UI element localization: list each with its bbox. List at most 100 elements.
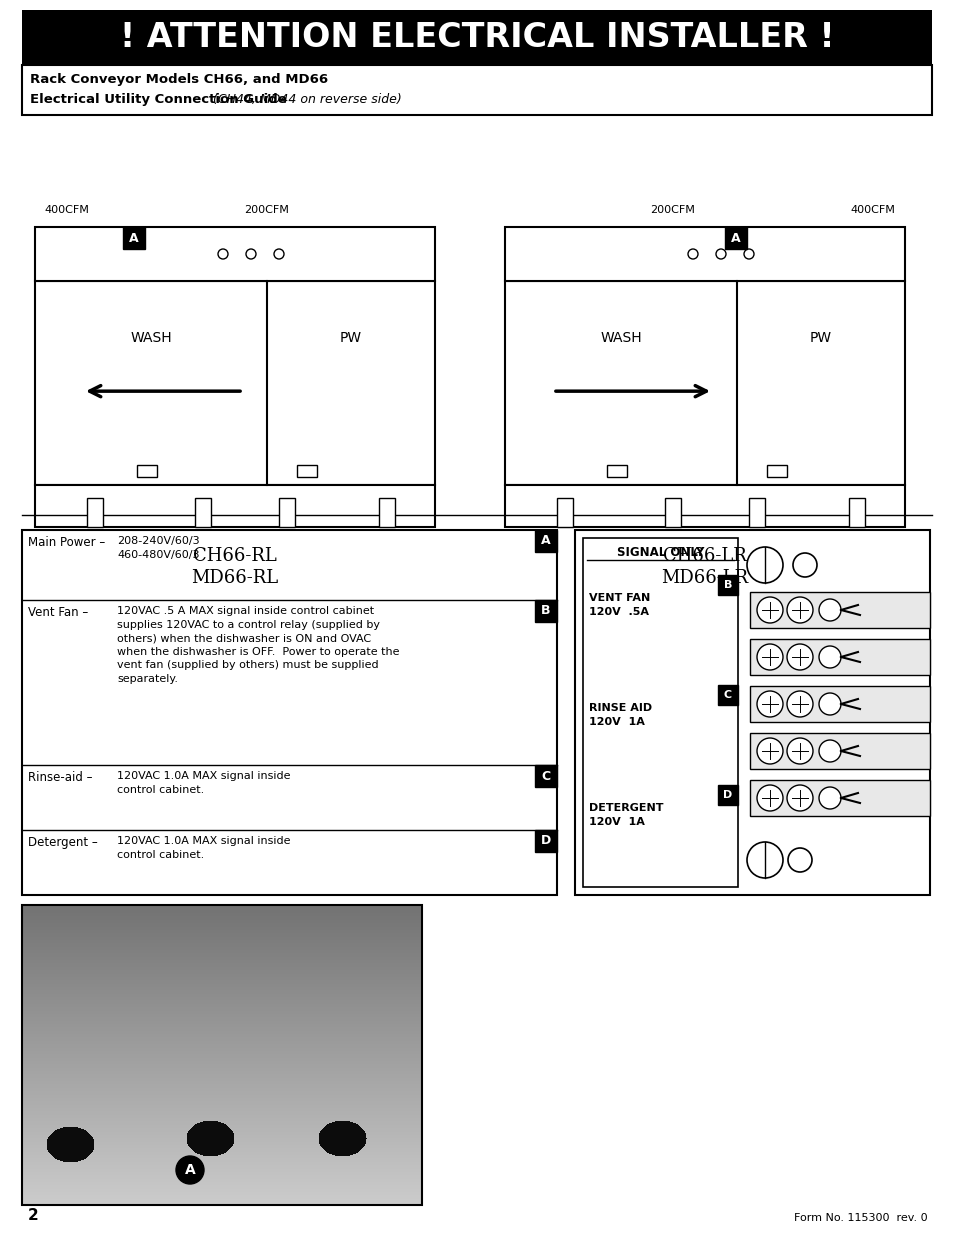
Circle shape <box>746 842 782 878</box>
Circle shape <box>743 249 753 259</box>
Bar <box>535 600 557 622</box>
Circle shape <box>757 692 782 718</box>
Text: 120V  1A: 120V 1A <box>588 818 644 827</box>
Circle shape <box>757 785 782 811</box>
Text: WASH: WASH <box>599 331 641 345</box>
Bar <box>535 764 557 787</box>
Text: C: C <box>541 769 550 783</box>
Text: VENT FAN: VENT FAN <box>588 593 650 603</box>
Text: A: A <box>185 1163 195 1177</box>
Circle shape <box>757 643 782 671</box>
Circle shape <box>757 597 782 622</box>
Text: A: A <box>540 535 550 547</box>
Text: Main Power –: Main Power – <box>28 536 105 550</box>
Text: RINSE AID: RINSE AID <box>588 703 652 713</box>
Text: A: A <box>129 231 139 245</box>
Bar <box>504 227 904 282</box>
Text: SIGNAL ONLY: SIGNAL ONLY <box>617 546 703 559</box>
Circle shape <box>716 249 725 259</box>
Circle shape <box>818 599 841 621</box>
Text: CH66-RL: CH66-RL <box>193 547 276 564</box>
Bar <box>766 466 786 477</box>
Bar <box>557 498 573 527</box>
Bar <box>35 485 435 527</box>
Text: PW: PW <box>809 331 831 345</box>
Circle shape <box>274 249 284 259</box>
Bar <box>848 498 864 527</box>
Text: 120VAC 1.0A MAX signal inside
control cabinet.: 120VAC 1.0A MAX signal inside control ca… <box>117 771 291 794</box>
Bar <box>87 498 103 527</box>
Bar <box>718 785 738 805</box>
Bar <box>378 498 395 527</box>
Bar <box>749 781 929 816</box>
Circle shape <box>786 692 812 718</box>
Bar <box>296 466 316 477</box>
Bar <box>137 466 157 477</box>
Text: D: D <box>722 790 732 800</box>
Text: Electrical Utility Connection Guide: Electrical Utility Connection Guide <box>30 93 287 106</box>
Bar <box>504 485 904 527</box>
Circle shape <box>792 553 816 577</box>
Circle shape <box>246 249 255 259</box>
Bar <box>504 282 904 485</box>
Text: D: D <box>540 835 551 847</box>
Bar <box>749 592 929 629</box>
Bar <box>664 498 680 527</box>
Circle shape <box>746 547 782 583</box>
Bar <box>724 227 746 249</box>
Text: PW: PW <box>339 331 362 345</box>
Bar <box>123 227 145 249</box>
Circle shape <box>818 693 841 715</box>
Text: B: B <box>540 604 550 618</box>
Text: DETERGENT: DETERGENT <box>588 803 662 813</box>
Bar <box>22 905 421 1205</box>
Text: 400CFM: 400CFM <box>45 205 90 215</box>
Bar <box>22 530 557 895</box>
Text: 200CFM: 200CFM <box>650 205 695 215</box>
Text: MD66-LR: MD66-LR <box>660 569 748 587</box>
Bar <box>582 538 738 887</box>
Bar <box>718 685 738 705</box>
Bar <box>749 685 929 722</box>
Text: ! ATTENTION ELECTRICAL INSTALLER !: ! ATTENTION ELECTRICAL INSTALLER ! <box>119 21 834 54</box>
Text: MD66-RL: MD66-RL <box>192 569 278 587</box>
Circle shape <box>757 739 782 764</box>
Bar <box>278 498 294 527</box>
Text: Rack Conveyor Models CH66, and MD66: Rack Conveyor Models CH66, and MD66 <box>30 73 328 86</box>
Text: 120V  .5A: 120V .5A <box>588 606 648 618</box>
Text: Form No. 115300  rev. 0: Form No. 115300 rev. 0 <box>794 1213 927 1223</box>
Text: 120VAC 1.0A MAX signal inside
control cabinet.: 120VAC 1.0A MAX signal inside control ca… <box>117 836 291 860</box>
Text: A: A <box>730 231 740 245</box>
Text: Rinse-aid –: Rinse-aid – <box>28 771 92 784</box>
Circle shape <box>818 740 841 762</box>
Bar <box>35 227 435 282</box>
Circle shape <box>787 848 811 872</box>
Bar <box>718 576 738 595</box>
Bar <box>194 498 211 527</box>
Bar <box>535 530 557 552</box>
Text: CH66-LR: CH66-LR <box>662 547 746 564</box>
Circle shape <box>786 785 812 811</box>
Text: Detergent –: Detergent – <box>28 836 97 848</box>
Bar <box>22 65 931 115</box>
Circle shape <box>818 787 841 809</box>
Text: (CH44, MD44 on reverse side): (CH44, MD44 on reverse side) <box>205 93 401 106</box>
Circle shape <box>687 249 698 259</box>
Bar <box>575 530 929 895</box>
Bar <box>748 498 764 527</box>
Bar <box>749 734 929 769</box>
Circle shape <box>786 597 812 622</box>
Text: C: C <box>723 690 731 700</box>
Text: 2: 2 <box>28 1208 39 1223</box>
Text: 120VAC .5 A MAX signal inside control cabinet
supplies 120VAC to a control relay: 120VAC .5 A MAX signal inside control ca… <box>117 606 399 684</box>
Text: 208-240V/60/3
460-480V/60/3: 208-240V/60/3 460-480V/60/3 <box>117 536 199 559</box>
Bar <box>22 10 931 65</box>
Bar <box>606 466 626 477</box>
Circle shape <box>818 646 841 668</box>
Circle shape <box>218 249 228 259</box>
Text: 120V  1A: 120V 1A <box>588 718 644 727</box>
Text: 200CFM: 200CFM <box>244 205 289 215</box>
Circle shape <box>786 643 812 671</box>
Bar <box>35 282 435 485</box>
Text: 400CFM: 400CFM <box>850 205 895 215</box>
